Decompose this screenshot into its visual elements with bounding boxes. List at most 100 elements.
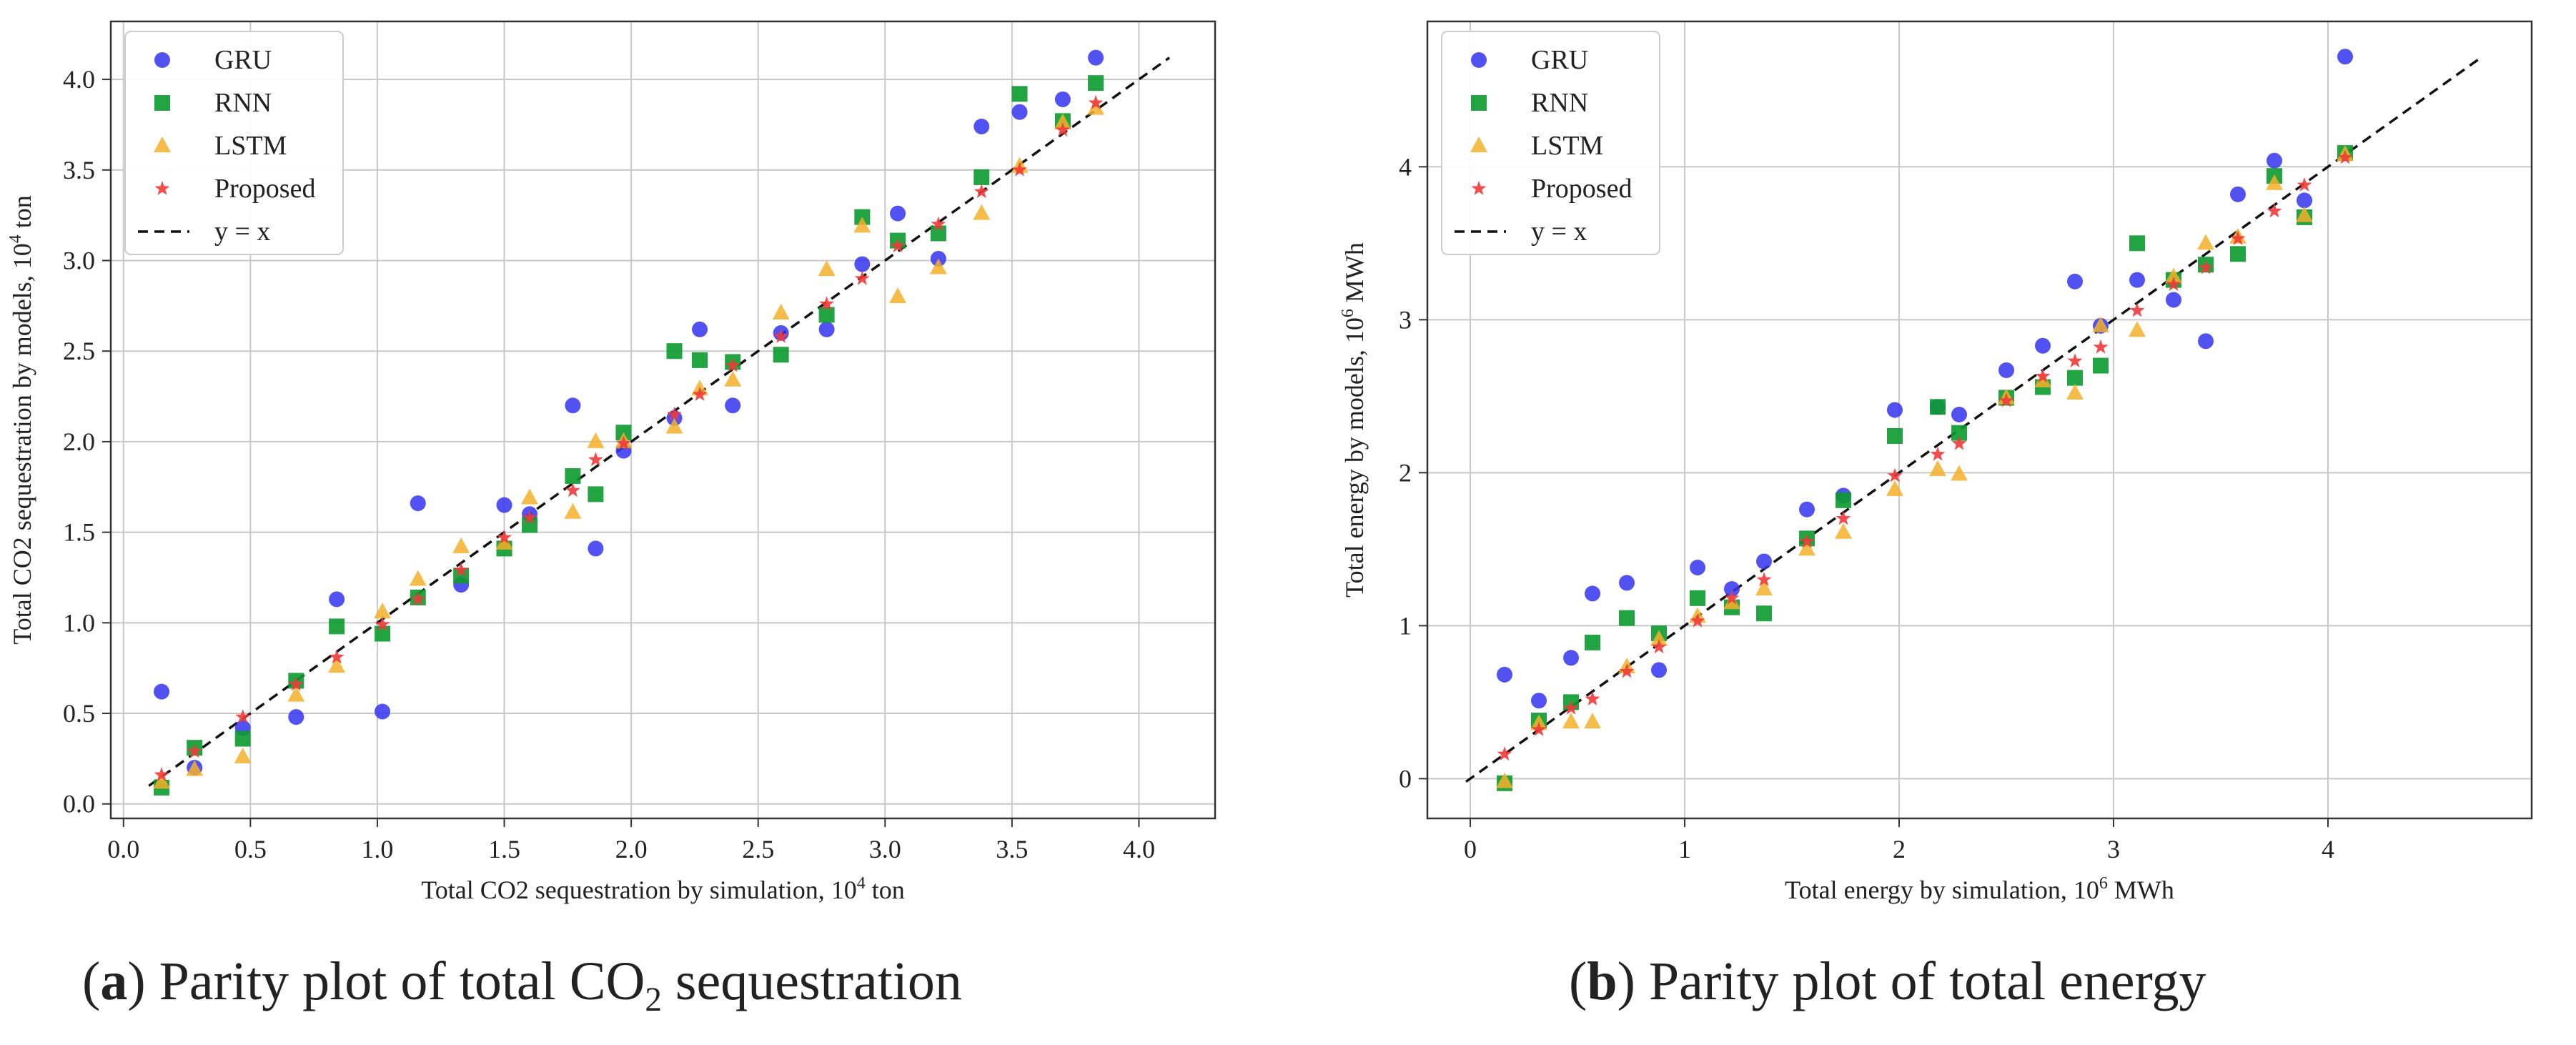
chart-a-lstm-point-15 bbox=[724, 370, 742, 387]
chart-b-rnn-point-13 bbox=[1951, 425, 1967, 441]
chart-b-gru-point-15 bbox=[2035, 337, 2051, 354]
chart-b-proposed-point-1 bbox=[1531, 721, 1547, 736]
chart-b-lstm-point-22 bbox=[2266, 174, 2283, 190]
caption-a-prefix: Parity plot of total CO bbox=[159, 951, 645, 1011]
chart-b-legend-label-3: Proposed bbox=[1531, 174, 1632, 204]
chart-a-lstm-point-4 bbox=[328, 657, 346, 673]
chart-a-gru-point-11 bbox=[588, 540, 604, 557]
chart-b-legend-marker-1 bbox=[1471, 95, 1487, 111]
chart-b-xlabel: Total energy by simulation, 106 MWh bbox=[1785, 874, 2174, 904]
chart-a-lstm-point-1 bbox=[186, 760, 204, 776]
chart-b-xlabel-sup: 6 bbox=[2099, 874, 2108, 893]
chart-a-lstm-point-8 bbox=[495, 533, 513, 550]
chart-b-gru-point-24 bbox=[2337, 49, 2353, 65]
chart-b-proposed-point-20 bbox=[2198, 259, 2214, 274]
chart-b-gru-point-22 bbox=[2267, 152, 2282, 169]
chart-b-proposed-point-15 bbox=[2035, 368, 2051, 383]
chart-a-legend-label-3: Proposed bbox=[214, 174, 315, 204]
chart-b-proposed-point-12 bbox=[1930, 446, 1946, 461]
chart-b-proposed-point-9 bbox=[1799, 533, 1815, 548]
chart-b-series-proposed bbox=[1497, 149, 2353, 761]
chart-a-gru-point-6 bbox=[410, 495, 426, 512]
chart-a-lstm-point-6 bbox=[409, 570, 427, 586]
caption-b-text: Parity plot of total energy bbox=[1648, 951, 2206, 1011]
chart-a-rnn-point-10 bbox=[565, 468, 581, 485]
chart-a-xtick-label-8: 4.0 bbox=[1123, 835, 1155, 863]
chart-b-gru-point-6 bbox=[1690, 560, 1705, 576]
chart-a-legend-box bbox=[124, 31, 344, 255]
chart-b-ytick-label-4: 4 bbox=[1399, 152, 1412, 181]
chart-a-legend-marker-1 bbox=[154, 95, 170, 111]
chart-a-lstm-point-17 bbox=[818, 260, 836, 277]
chart-a-rnn-point-17 bbox=[818, 307, 835, 323]
chart-b-rnn-point-10 bbox=[1836, 492, 1851, 508]
chart-a-rnn-point-21 bbox=[974, 169, 990, 185]
chart-b-proposed-point-5 bbox=[1651, 639, 1667, 654]
chart-b-ytick-label-1: 1 bbox=[1399, 611, 1412, 640]
chart-b-gru-point-16 bbox=[2067, 273, 2083, 289]
chart-b-xtick-label-1: 1 bbox=[1678, 835, 1691, 863]
chart-a-lstm-point-11 bbox=[587, 432, 605, 448]
chart-b-ytick-label-2: 2 bbox=[1399, 458, 1412, 487]
chart-a-lstm-point-20 bbox=[929, 258, 947, 274]
chart-b-proposed-point-22 bbox=[2267, 203, 2282, 218]
chart-a-xtick-label-2: 1.0 bbox=[361, 835, 393, 863]
chart-a-proposed-point-11 bbox=[588, 452, 603, 467]
chart-a-legend-label-2: LSTM bbox=[214, 131, 287, 161]
chart-a-gru-point-0 bbox=[154, 683, 170, 700]
chart-a-proposed-point-24 bbox=[1088, 95, 1104, 109]
chart-b-xtick-label-2: 2 bbox=[1893, 835, 1906, 863]
chart-a-legend-label-0: GRU bbox=[214, 45, 272, 75]
chart-b-legend-label-1: RNN bbox=[1531, 88, 1588, 118]
chart-a-proposed-point-19 bbox=[890, 238, 906, 253]
chart-a-series-proposed bbox=[154, 95, 1104, 782]
chart-a-gru-point-18 bbox=[854, 256, 871, 272]
chart-a-proposed-point-4 bbox=[329, 649, 345, 664]
chart-b-lstm-point-3 bbox=[1584, 713, 1601, 729]
chart-a-gru-point-5 bbox=[375, 703, 391, 720]
chart-a-xlabel: Total CO2 sequestration by simulation, 1… bbox=[421, 874, 904, 904]
chart-a-frame bbox=[109, 20, 1217, 820]
chart-b-rnn-point-17 bbox=[2093, 357, 2109, 374]
chart-b-gru-point-0 bbox=[1497, 666, 1512, 683]
chart-a-proposed-point-8 bbox=[497, 530, 512, 545]
chart-b-proposed-point-16 bbox=[2067, 353, 2083, 367]
chart-b-gru-point-7 bbox=[1724, 580, 1740, 597]
chart-b-proposed-point-24 bbox=[2337, 149, 2353, 164]
chart-a-gru-point-24 bbox=[1088, 49, 1104, 66]
chart-a-rnn-point-2 bbox=[234, 730, 251, 747]
chart-b-ylabel-unit: MWh bbox=[1340, 242, 1369, 309]
chart-b-gru-point-18 bbox=[2129, 272, 2145, 288]
chart-b-xtick-label-4: 4 bbox=[2322, 835, 2334, 863]
chart-a-xlabel-unit: ton bbox=[866, 876, 905, 904]
chart-a-ytick-label-2: 1.0 bbox=[63, 608, 95, 637]
chart-b-proposed-point-0 bbox=[1497, 746, 1512, 761]
chart-b-lstm-point-17 bbox=[2092, 316, 2109, 332]
chart-a-proposed-point-21 bbox=[974, 184, 989, 199]
chart-a-gru-point-4 bbox=[329, 591, 345, 608]
chart-b-lstm-point-5 bbox=[1650, 630, 1668, 646]
chart-a-rnn-point-14 bbox=[692, 352, 708, 368]
chart-a-ytick-label-7: 3.5 bbox=[63, 156, 95, 184]
chart-b-lstm-point-8 bbox=[1755, 579, 1773, 595]
chart-b-legend-label-4: y = x bbox=[1531, 217, 1587, 247]
chart-a-xtick-label-6: 3.0 bbox=[869, 835, 901, 863]
chart-a-ytick-label-0: 0.0 bbox=[63, 790, 95, 818]
chart-b-lstm-point-19 bbox=[2165, 267, 2182, 284]
chart-b-proposed-point-18 bbox=[2129, 302, 2145, 317]
chart-b-gru-point-14 bbox=[1998, 362, 2014, 378]
chart-a-xtick-label-4: 2.0 bbox=[615, 835, 648, 863]
chart-a-rnn-point-4 bbox=[329, 618, 345, 635]
chart-b-lstm-point-23 bbox=[2296, 206, 2313, 222]
chart-b-ylabel-sup: 6 bbox=[1339, 309, 1357, 317]
chart-b-proposed-point-8 bbox=[1756, 572, 1772, 586]
chart-a-xtick-label-1: 0.5 bbox=[234, 835, 267, 863]
chart-b-lstm-point-0 bbox=[1496, 772, 1513, 788]
chart-a-ylabel: Total CO2 sequestration by models, 104 t… bbox=[6, 195, 36, 644]
chart-b-gru-point-9 bbox=[1799, 501, 1815, 517]
chart-a-legend-marker-3 bbox=[154, 181, 170, 195]
chart-b-xtick-label-0: 0 bbox=[1464, 835, 1477, 863]
chart-a-rnn-point-16 bbox=[773, 347, 789, 363]
chart-b-gru-point-20 bbox=[2198, 333, 2214, 350]
